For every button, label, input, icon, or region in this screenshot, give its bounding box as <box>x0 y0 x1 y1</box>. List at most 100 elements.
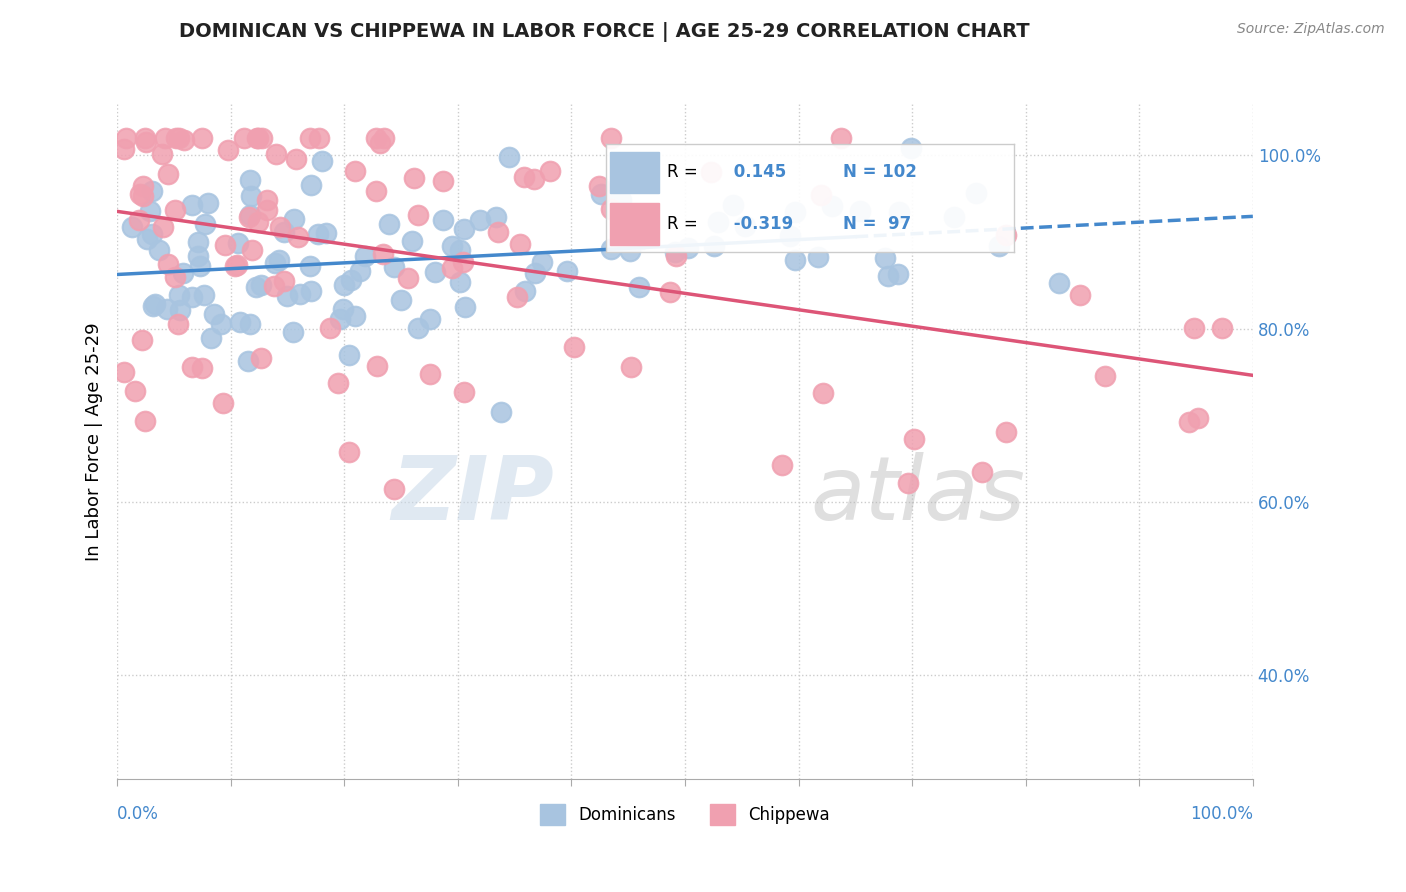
Point <box>900 141 922 155</box>
Point <box>152 220 174 235</box>
Point <box>523 172 546 186</box>
Point <box>965 186 987 201</box>
Point <box>224 259 246 273</box>
Point <box>404 171 426 186</box>
Y-axis label: In Labor Force | Age 25-29: In Labor Force | Age 25-29 <box>86 322 103 560</box>
Point <box>132 188 155 202</box>
Point <box>172 266 194 280</box>
Point <box>364 131 387 145</box>
Point <box>247 215 270 229</box>
Point <box>299 259 322 273</box>
Point <box>169 303 191 318</box>
Point <box>239 173 262 187</box>
Point <box>187 249 209 263</box>
Point <box>770 458 793 472</box>
Point <box>810 188 832 202</box>
Point <box>283 212 305 227</box>
Point <box>202 307 225 321</box>
Point <box>264 256 287 270</box>
Point <box>167 131 190 145</box>
Point <box>193 288 215 302</box>
Point <box>513 284 536 298</box>
Legend: Dominicans, Chippewa: Dominicans, Chippewa <box>534 797 837 831</box>
Point <box>454 300 477 314</box>
Point <box>212 396 235 410</box>
Point <box>240 243 263 257</box>
Point <box>319 320 342 334</box>
Point <box>194 217 217 231</box>
Point <box>263 278 285 293</box>
Point <box>276 289 298 303</box>
Point <box>619 244 641 258</box>
Point <box>676 241 699 255</box>
Point <box>373 131 395 145</box>
Point <box>163 202 186 217</box>
Point <box>432 173 454 187</box>
Point <box>181 360 204 375</box>
Point <box>190 131 212 145</box>
Point <box>209 318 232 332</box>
Point <box>181 198 204 212</box>
Point <box>721 198 744 212</box>
Point <box>337 445 360 459</box>
Point <box>382 260 405 274</box>
Point <box>995 425 1018 439</box>
Point <box>830 131 852 145</box>
Point <box>396 270 419 285</box>
Point <box>451 254 474 268</box>
Point <box>972 465 994 479</box>
Point <box>333 278 356 293</box>
Point <box>145 297 167 311</box>
Point <box>332 301 354 316</box>
Point <box>112 142 135 156</box>
Point <box>344 164 367 178</box>
Point <box>307 227 329 242</box>
Point <box>498 149 520 163</box>
Point <box>370 136 392 150</box>
Point <box>287 229 309 244</box>
Point <box>344 309 367 323</box>
Point <box>299 131 322 145</box>
Point <box>700 165 723 179</box>
Point <box>197 196 219 211</box>
Point <box>239 318 262 332</box>
Point <box>228 236 250 251</box>
Point <box>783 252 806 267</box>
Text: ZIP: ZIP <box>392 451 554 539</box>
Point <box>167 287 190 301</box>
Point <box>128 212 150 227</box>
Point <box>288 287 311 301</box>
Point <box>887 268 910 282</box>
Point <box>299 284 322 298</box>
Point <box>250 277 273 292</box>
Point <box>889 205 911 219</box>
Point <box>134 414 156 428</box>
Point <box>987 239 1010 253</box>
Point <box>187 235 209 249</box>
Text: atlas: atlas <box>810 452 1025 538</box>
Point <box>308 131 330 145</box>
Point <box>281 325 304 339</box>
Point <box>440 261 463 276</box>
Point <box>489 405 512 419</box>
Point <box>401 234 423 248</box>
Point <box>299 178 322 192</box>
Point <box>664 245 686 260</box>
Point <box>897 476 920 491</box>
Point <box>217 143 239 157</box>
Point <box>599 243 621 257</box>
Point <box>250 351 273 365</box>
Point <box>238 210 260 224</box>
Point <box>269 220 291 235</box>
Point <box>191 361 214 376</box>
Text: Source: ZipAtlas.com: Source: ZipAtlas.com <box>1237 22 1385 37</box>
Point <box>329 312 352 326</box>
Point <box>150 146 173 161</box>
Point <box>599 131 621 145</box>
Point <box>1187 411 1209 425</box>
Point <box>245 279 267 293</box>
Point <box>246 131 269 145</box>
Point <box>530 255 553 269</box>
Point <box>366 184 388 198</box>
Point <box>246 131 269 145</box>
